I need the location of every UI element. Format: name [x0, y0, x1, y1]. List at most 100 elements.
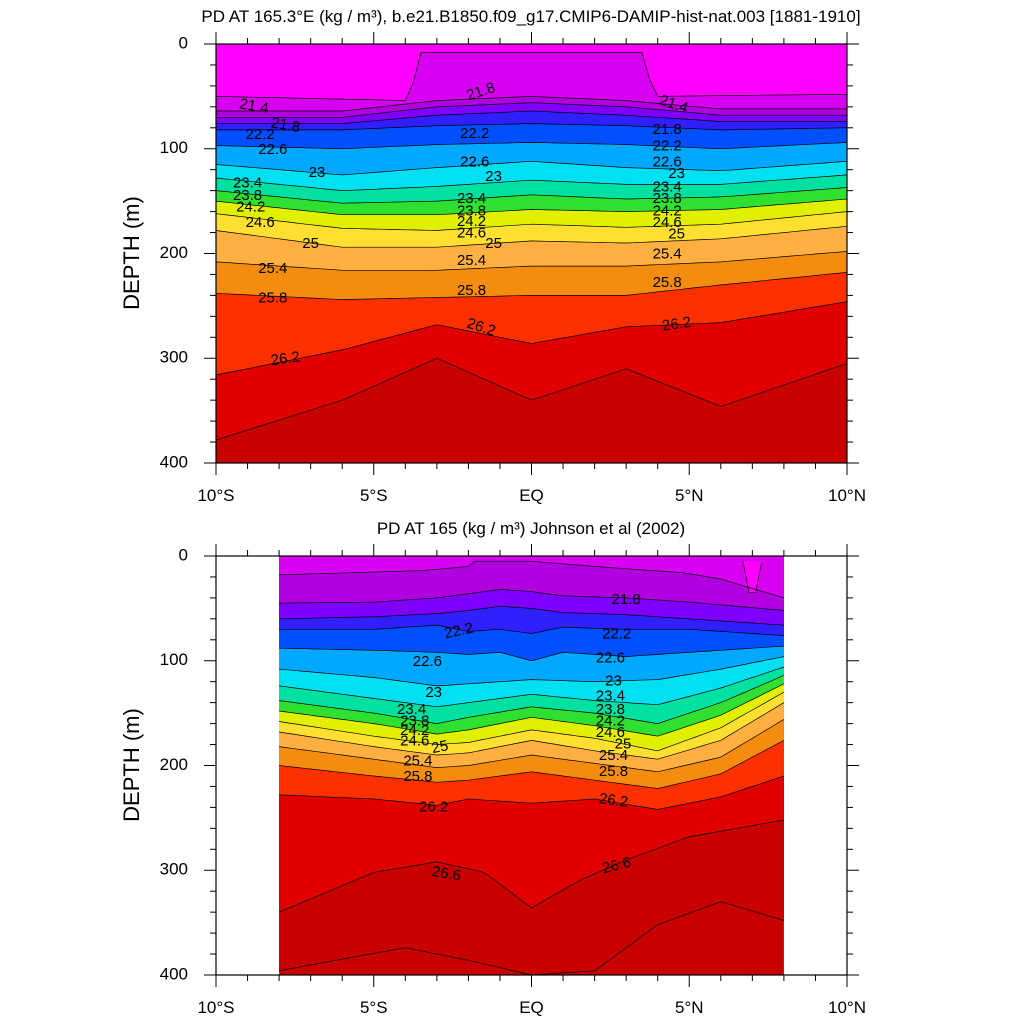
- bottom-contour-lines: [278, 560, 785, 975]
- contour-label: 25.4: [599, 747, 628, 764]
- contour-label: 25.8: [457, 282, 486, 299]
- contour-label: 25.4: [653, 246, 682, 263]
- x-tick-label: 10°N: [828, 486, 866, 505]
- isopycnal-24-6: [216, 211, 847, 231]
- contour-label: 22.2: [443, 620, 475, 643]
- isopycnal-26-2: [216, 301, 847, 376]
- density-band-21-4: [742, 561, 762, 593]
- isopycnal-26-6: [278, 819, 784, 913]
- top-panel-title: PD AT 165.3°E (kg / m³), b.e21.B1850.f09…: [201, 7, 860, 26]
- contour-label: 23.8: [233, 187, 262, 204]
- contour-label: 23: [425, 684, 442, 701]
- contour-label: 25: [302, 235, 319, 252]
- isopycnal-23-8: [279, 675, 785, 724]
- contour-label: 23.8: [457, 203, 486, 220]
- bottom-density-fill: [279, 556, 784, 975]
- isopycnal-23-4: [216, 174, 847, 191]
- contour-label: 26.6: [600, 854, 632, 878]
- y-tick-label: 300: [160, 860, 188, 879]
- contour-label: 26.2: [661, 314, 692, 335]
- isopycnal-25: [216, 225, 847, 248]
- isopycnal-22-6: [216, 142, 847, 150]
- contour-label: 22.6: [596, 650, 625, 667]
- bottom-y-axis-label: DEPTH (m): [119, 708, 144, 822]
- contour-label: 23.8: [653, 190, 682, 207]
- contour-label: 22.6: [653, 153, 682, 170]
- y-tick-label: 100: [160, 650, 188, 669]
- x-tick-label: 5°N: [675, 998, 704, 1017]
- isopycnal-22: [279, 605, 784, 626]
- contour-label: 22.2: [602, 626, 631, 643]
- y-tick-label: 400: [160, 452, 188, 471]
- x-tick-label: 5°N: [675, 486, 704, 505]
- isopycnal-22-6: [279, 645, 784, 662]
- contour-label: 24.2: [236, 198, 265, 215]
- contour-label: 26.2: [270, 348, 301, 369]
- isopycnal-25-4: [279, 719, 785, 773]
- contour-label: 26.6: [431, 863, 463, 885]
- x-tick-label: EQ: [519, 486, 544, 505]
- x-tick-label: 10°S: [197, 998, 234, 1017]
- contour-label: 26.2: [419, 798, 448, 815]
- contour-label: 23: [605, 673, 622, 690]
- contour-label: 25.8: [258, 290, 287, 307]
- contour-label: 25: [668, 226, 685, 243]
- contour-label: 23.4: [397, 701, 426, 718]
- contour-label: 23: [485, 168, 502, 185]
- x-tick-label: 5°S: [360, 486, 388, 505]
- isopycnal-24-2: [216, 198, 847, 216]
- isopycnal-23: [279, 656, 784, 687]
- isopycnal-26-8: [279, 901, 785, 975]
- bottom-panel-title: PD AT 165 (kg / m³) Johnson et al (2002): [377, 519, 685, 538]
- top-y-axis: 0 100 200 300 400: [160, 33, 859, 471]
- isopycnal-22-2: [279, 624, 784, 636]
- contour-label: 23: [668, 165, 685, 182]
- contour-label: 25.8: [599, 763, 628, 780]
- contour-label: 23.8: [400, 712, 429, 729]
- isopycnal-23: [216, 160, 847, 176]
- density-band-21-6: [279, 556, 784, 598]
- isopycnal-23-8: [216, 187, 847, 204]
- isopycnal-22: [216, 110, 847, 124]
- bottom-y-axis: 0 100 200 300 400: [160, 545, 859, 983]
- contour-label: 24.6: [596, 724, 625, 741]
- isopycnal-21-6: [279, 560, 785, 599]
- density-band-21-4: [216, 44, 847, 101]
- top-x-axis: 10°S 5°S EQ 5°N 10°N: [197, 32, 866, 505]
- contour-label: 23.4: [596, 687, 625, 704]
- contour-label: 24.6: [246, 214, 275, 231]
- isopycnal-25-8: [279, 740, 785, 789]
- isopycnal-21-4: [742, 561, 763, 594]
- contour-label: 23.4: [233, 174, 262, 191]
- top-contour-lines: [216, 52, 847, 441]
- contour-label: 25: [430, 737, 450, 757]
- isopycnal-24-6: [279, 691, 785, 752]
- contour-label: 26.2: [598, 790, 629, 811]
- contour-label: 25: [615, 736, 632, 753]
- contour-label: 22.2: [460, 125, 489, 142]
- contour-label: 22.2: [653, 138, 682, 155]
- contour-label: 25.8: [653, 274, 682, 291]
- contour-label: 22.6: [460, 153, 489, 170]
- contour-label: 24.6: [653, 214, 682, 231]
- contour-label: 21.4: [238, 95, 270, 117]
- isopycnal-21-4: [216, 52, 847, 101]
- isopycnal-24-2: [279, 683, 785, 737]
- contour-label: 24.2: [400, 722, 429, 739]
- contour-label: 21.8: [612, 591, 641, 608]
- x-tick-label: 5°S: [360, 998, 388, 1017]
- isopycnal-21-6: [216, 96, 847, 112]
- bottom-x-axis: 10°S 5°S EQ 5°N 10°N: [197, 544, 866, 1017]
- isopycnal-26-2: [279, 775, 785, 810]
- isopycnal-26-6: [216, 357, 847, 441]
- panel-bottom: PD AT 165 (kg / m³) Johnson et al (2002)…: [119, 519, 866, 1017]
- contour-label: 23.8: [596, 701, 625, 718]
- y-tick-label: 200: [160, 243, 188, 262]
- contour-label: 25.8: [403, 768, 432, 785]
- y-tick-label: 0: [179, 33, 188, 52]
- y-tick-label: 0: [179, 545, 188, 564]
- bottom-contour-labels: 21.822.2 22.222.6 22.6232323.423.423.823.8…: [397, 591, 641, 885]
- contour-label: 25.4: [457, 252, 486, 269]
- contour-label: 21.8: [270, 114, 302, 136]
